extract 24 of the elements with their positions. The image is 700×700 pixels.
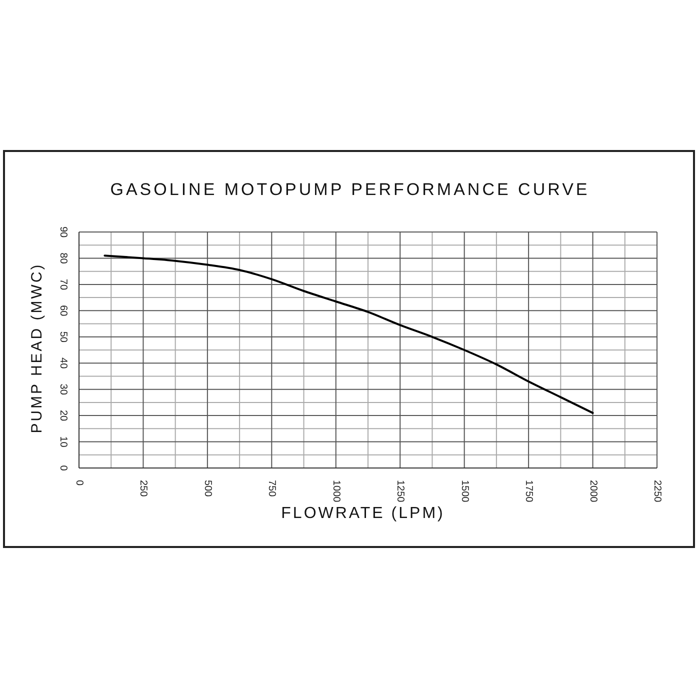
y-axis-title: PUMP HEAD (MWC) bbox=[28, 262, 46, 436]
chart-title: GASOLINE MOTOPUMP PERFORMANCE CURVE bbox=[109, 180, 591, 200]
y-tick-label: 0 bbox=[58, 465, 68, 472]
y-tick-label: 60 bbox=[58, 305, 68, 317]
x-tick-label: 0 bbox=[74, 480, 84, 486]
y-tick-label: 20 bbox=[58, 410, 68, 422]
x-tick-label: 500 bbox=[202, 480, 213, 498]
line-series bbox=[104, 254, 594, 414]
x-tick-label: 2000 bbox=[587, 480, 598, 503]
x-tick-label: 1500 bbox=[458, 480, 470, 503]
y-tick-label: 70 bbox=[58, 278, 68, 290]
x-axis-title: FLOWRATE (LPM) bbox=[280, 505, 446, 523]
y-tick-label: 10 bbox=[58, 436, 68, 448]
x-tick-label: 250 bbox=[138, 480, 149, 498]
x-tick-label: 750 bbox=[266, 480, 278, 498]
y-tick-label: 30 bbox=[58, 384, 68, 396]
y-tick-label: 50 bbox=[58, 331, 68, 343]
y-tick-label: 80 bbox=[58, 252, 68, 264]
y-tick-label: 40 bbox=[58, 358, 68, 370]
x-tick-label: 1250 bbox=[394, 480, 406, 503]
y-tick-label: 90 bbox=[58, 226, 68, 238]
x-tick-label: 1750 bbox=[523, 480, 534, 503]
x-tick-label: 1000 bbox=[330, 480, 342, 503]
x-tick-label: 2250 bbox=[652, 480, 662, 503]
